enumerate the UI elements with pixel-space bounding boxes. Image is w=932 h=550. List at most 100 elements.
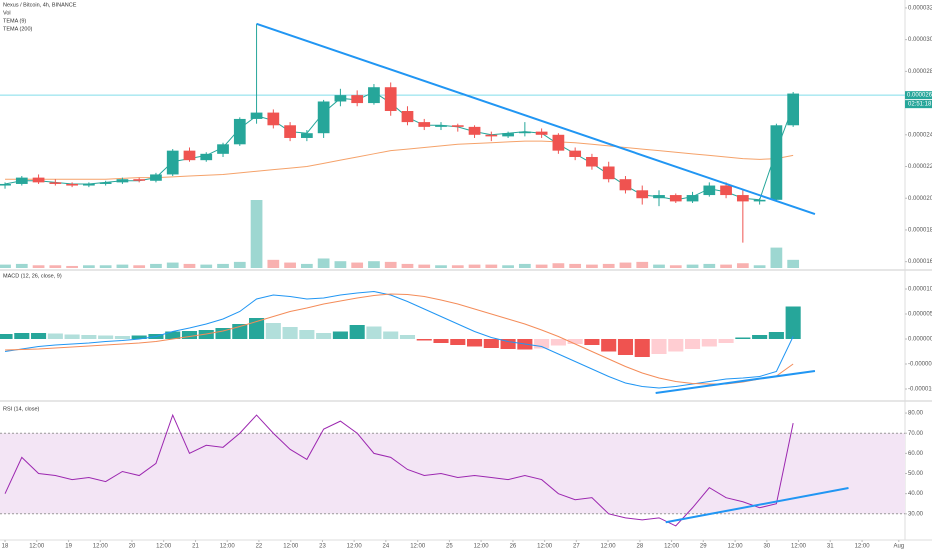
histogram-bar	[684, 339, 701, 349]
candle-body	[485, 134, 498, 137]
volume-bar	[787, 259, 800, 268]
x-tick-label: 12:00	[664, 544, 680, 550]
x-tick-label: 12:00	[347, 544, 363, 550]
x-tick-label: 28	[637, 544, 644, 550]
candle-body	[619, 179, 632, 191]
histogram-bar	[98, 335, 114, 339]
candle-body	[468, 126, 481, 135]
trendline	[256, 22, 816, 216]
x-tick-label: 21	[192, 544, 199, 550]
candle-body	[99, 182, 112, 184]
candle-body	[49, 182, 62, 184]
candle-body	[401, 111, 414, 123]
candle-body	[384, 87, 397, 112]
volume-bar	[334, 261, 347, 268]
trendline	[665, 487, 849, 524]
candle-body	[32, 177, 45, 183]
candle-body	[787, 93, 800, 126]
volume-bar	[720, 264, 732, 268]
histogram-bar	[416, 339, 432, 341]
x-tick-label: 30	[763, 544, 770, 550]
y-tick-label: 40.00	[908, 491, 924, 497]
volume-bar	[15, 263, 28, 268]
volume-bar	[116, 264, 129, 268]
x-tick-label: 12:00	[601, 544, 617, 550]
volume-bar	[133, 265, 146, 268]
volume-bar	[669, 265, 682, 268]
candle-body	[451, 125, 464, 127]
x-tick-label: 12:00	[93, 544, 109, 550]
legend-volume: Vol	[3, 10, 11, 16]
volume-bar	[686, 264, 699, 268]
volume-bar	[0, 264, 11, 268]
volume-bar	[83, 265, 95, 268]
candle-body	[720, 185, 732, 196]
volume-bar	[535, 264, 548, 268]
histogram-bar	[14, 333, 30, 339]
volume-bar	[485, 264, 498, 268]
candle-body	[267, 112, 280, 126]
trendline	[655, 370, 816, 394]
histogram-bar	[349, 325, 365, 339]
histogram-bar	[651, 339, 667, 354]
candle-body	[535, 131, 548, 135]
legend-tema9: TEMA (9)	[3, 18, 26, 24]
histogram-bar	[383, 331, 399, 339]
candle-body	[368, 87, 380, 104]
candle-body	[552, 134, 565, 151]
volume-bar	[150, 263, 162, 268]
histogram-bar	[64, 334, 80, 339]
volume-bar	[384, 261, 397, 268]
histogram-bar	[450, 339, 466, 345]
volume-bar	[166, 262, 179, 268]
candle-body	[602, 166, 615, 180]
candle-body	[116, 179, 129, 183]
histogram-bar	[131, 335, 147, 339]
histogram-bar	[567, 339, 583, 344]
candle-body	[183, 150, 196, 161]
volume-bar	[736, 263, 749, 268]
x-tick-label: 26	[510, 544, 517, 550]
candle-body	[418, 122, 431, 127]
histogram-bar	[181, 331, 198, 339]
x-tick-label: 23	[319, 544, 326, 550]
candle-body	[217, 144, 229, 154]
volume-bar	[66, 265, 78, 268]
volume-bar	[351, 262, 364, 268]
x-tick-label: 31	[827, 544, 834, 550]
histogram-bar	[584, 339, 600, 345]
candle-body	[66, 183, 78, 186]
volume-bar	[99, 265, 112, 268]
x-tick-label: 12:00	[283, 544, 299, 550]
volume-bar	[619, 262, 632, 268]
volume-bar	[602, 263, 615, 268]
candle-body	[233, 118, 246, 145]
y-tick-label: 50.00	[908, 471, 924, 477]
candle-body	[770, 125, 783, 200]
y-tick-label: 60.00	[908, 451, 924, 457]
histogram-bar	[634, 339, 650, 357]
candle-body	[83, 183, 95, 186]
volume-bar	[586, 264, 598, 268]
volume-bar	[317, 258, 330, 268]
macd-line	[4, 290, 794, 389]
x-tick-label: 22	[256, 544, 263, 550]
x-tick-label: 12:00	[791, 544, 807, 550]
candle-body	[686, 195, 699, 202]
candle-body	[334, 95, 347, 102]
candle-body	[133, 179, 146, 181]
volume-bar	[200, 264, 213, 268]
rsi-title: RSI (14, close)	[3, 406, 40, 412]
volume-bar	[300, 263, 313, 268]
volume-bar	[49, 265, 62, 268]
volume-bar	[250, 200, 263, 268]
